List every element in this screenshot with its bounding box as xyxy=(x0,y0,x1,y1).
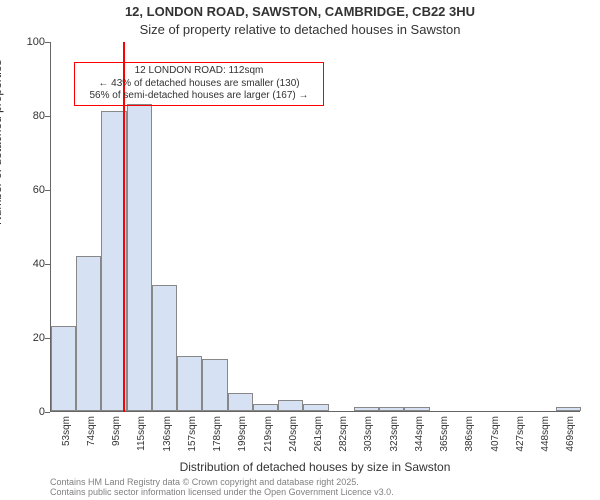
chart-container: 12, LONDON ROAD, SAWSTON, CAMBRIDGE, CB2… xyxy=(0,0,600,500)
histogram-bar xyxy=(379,407,404,411)
chart-title: 12, LONDON ROAD, SAWSTON, CAMBRIDGE, CB2… xyxy=(0,4,600,19)
histogram-bar xyxy=(202,359,227,411)
histogram-bar xyxy=(354,407,379,411)
histogram-bar xyxy=(152,285,177,411)
histogram-bar xyxy=(278,400,303,411)
y-tick-label: 100 xyxy=(5,36,45,48)
histogram-bar xyxy=(76,256,101,411)
histogram-bar xyxy=(177,356,202,412)
y-tick-mark xyxy=(45,338,50,339)
histogram-bar xyxy=(127,104,152,411)
attribution-text: Contains HM Land Registry data © Crown c… xyxy=(50,478,394,498)
y-tick-mark xyxy=(45,412,50,413)
y-tick-label: 20 xyxy=(5,332,45,344)
histogram-bar xyxy=(228,393,253,412)
chart-subtitle: Size of property relative to detached ho… xyxy=(0,22,600,37)
histogram-bar xyxy=(303,404,328,411)
histogram-bar xyxy=(253,404,278,411)
y-tick-label: 60 xyxy=(5,184,45,196)
y-tick-mark xyxy=(45,116,50,117)
annotation-line-2: ← 43% of detached houses are smaller (13… xyxy=(79,78,319,91)
histogram-bar xyxy=(51,326,76,411)
histogram-bar xyxy=(404,407,429,411)
annotation-box: 12 LONDON ROAD: 112sqm ← 43% of detached… xyxy=(74,62,324,106)
y-axis-label: Number of detached properties xyxy=(0,60,4,225)
y-tick-label: 0 xyxy=(5,406,45,418)
y-tick-mark xyxy=(45,42,50,43)
histogram-bar xyxy=(556,407,581,411)
y-tick-mark xyxy=(45,264,50,265)
y-tick-label: 80 xyxy=(5,110,45,122)
x-axis-label: Distribution of detached houses by size … xyxy=(50,460,580,474)
annotation-line-1: 12 LONDON ROAD: 112sqm xyxy=(79,65,319,78)
y-tick-mark xyxy=(45,190,50,191)
y-tick-label: 40 xyxy=(5,258,45,270)
attribution-line-2: Contains public sector information licen… xyxy=(50,488,394,498)
annotation-line-3: 56% of semi-detached houses are larger (… xyxy=(79,90,319,103)
